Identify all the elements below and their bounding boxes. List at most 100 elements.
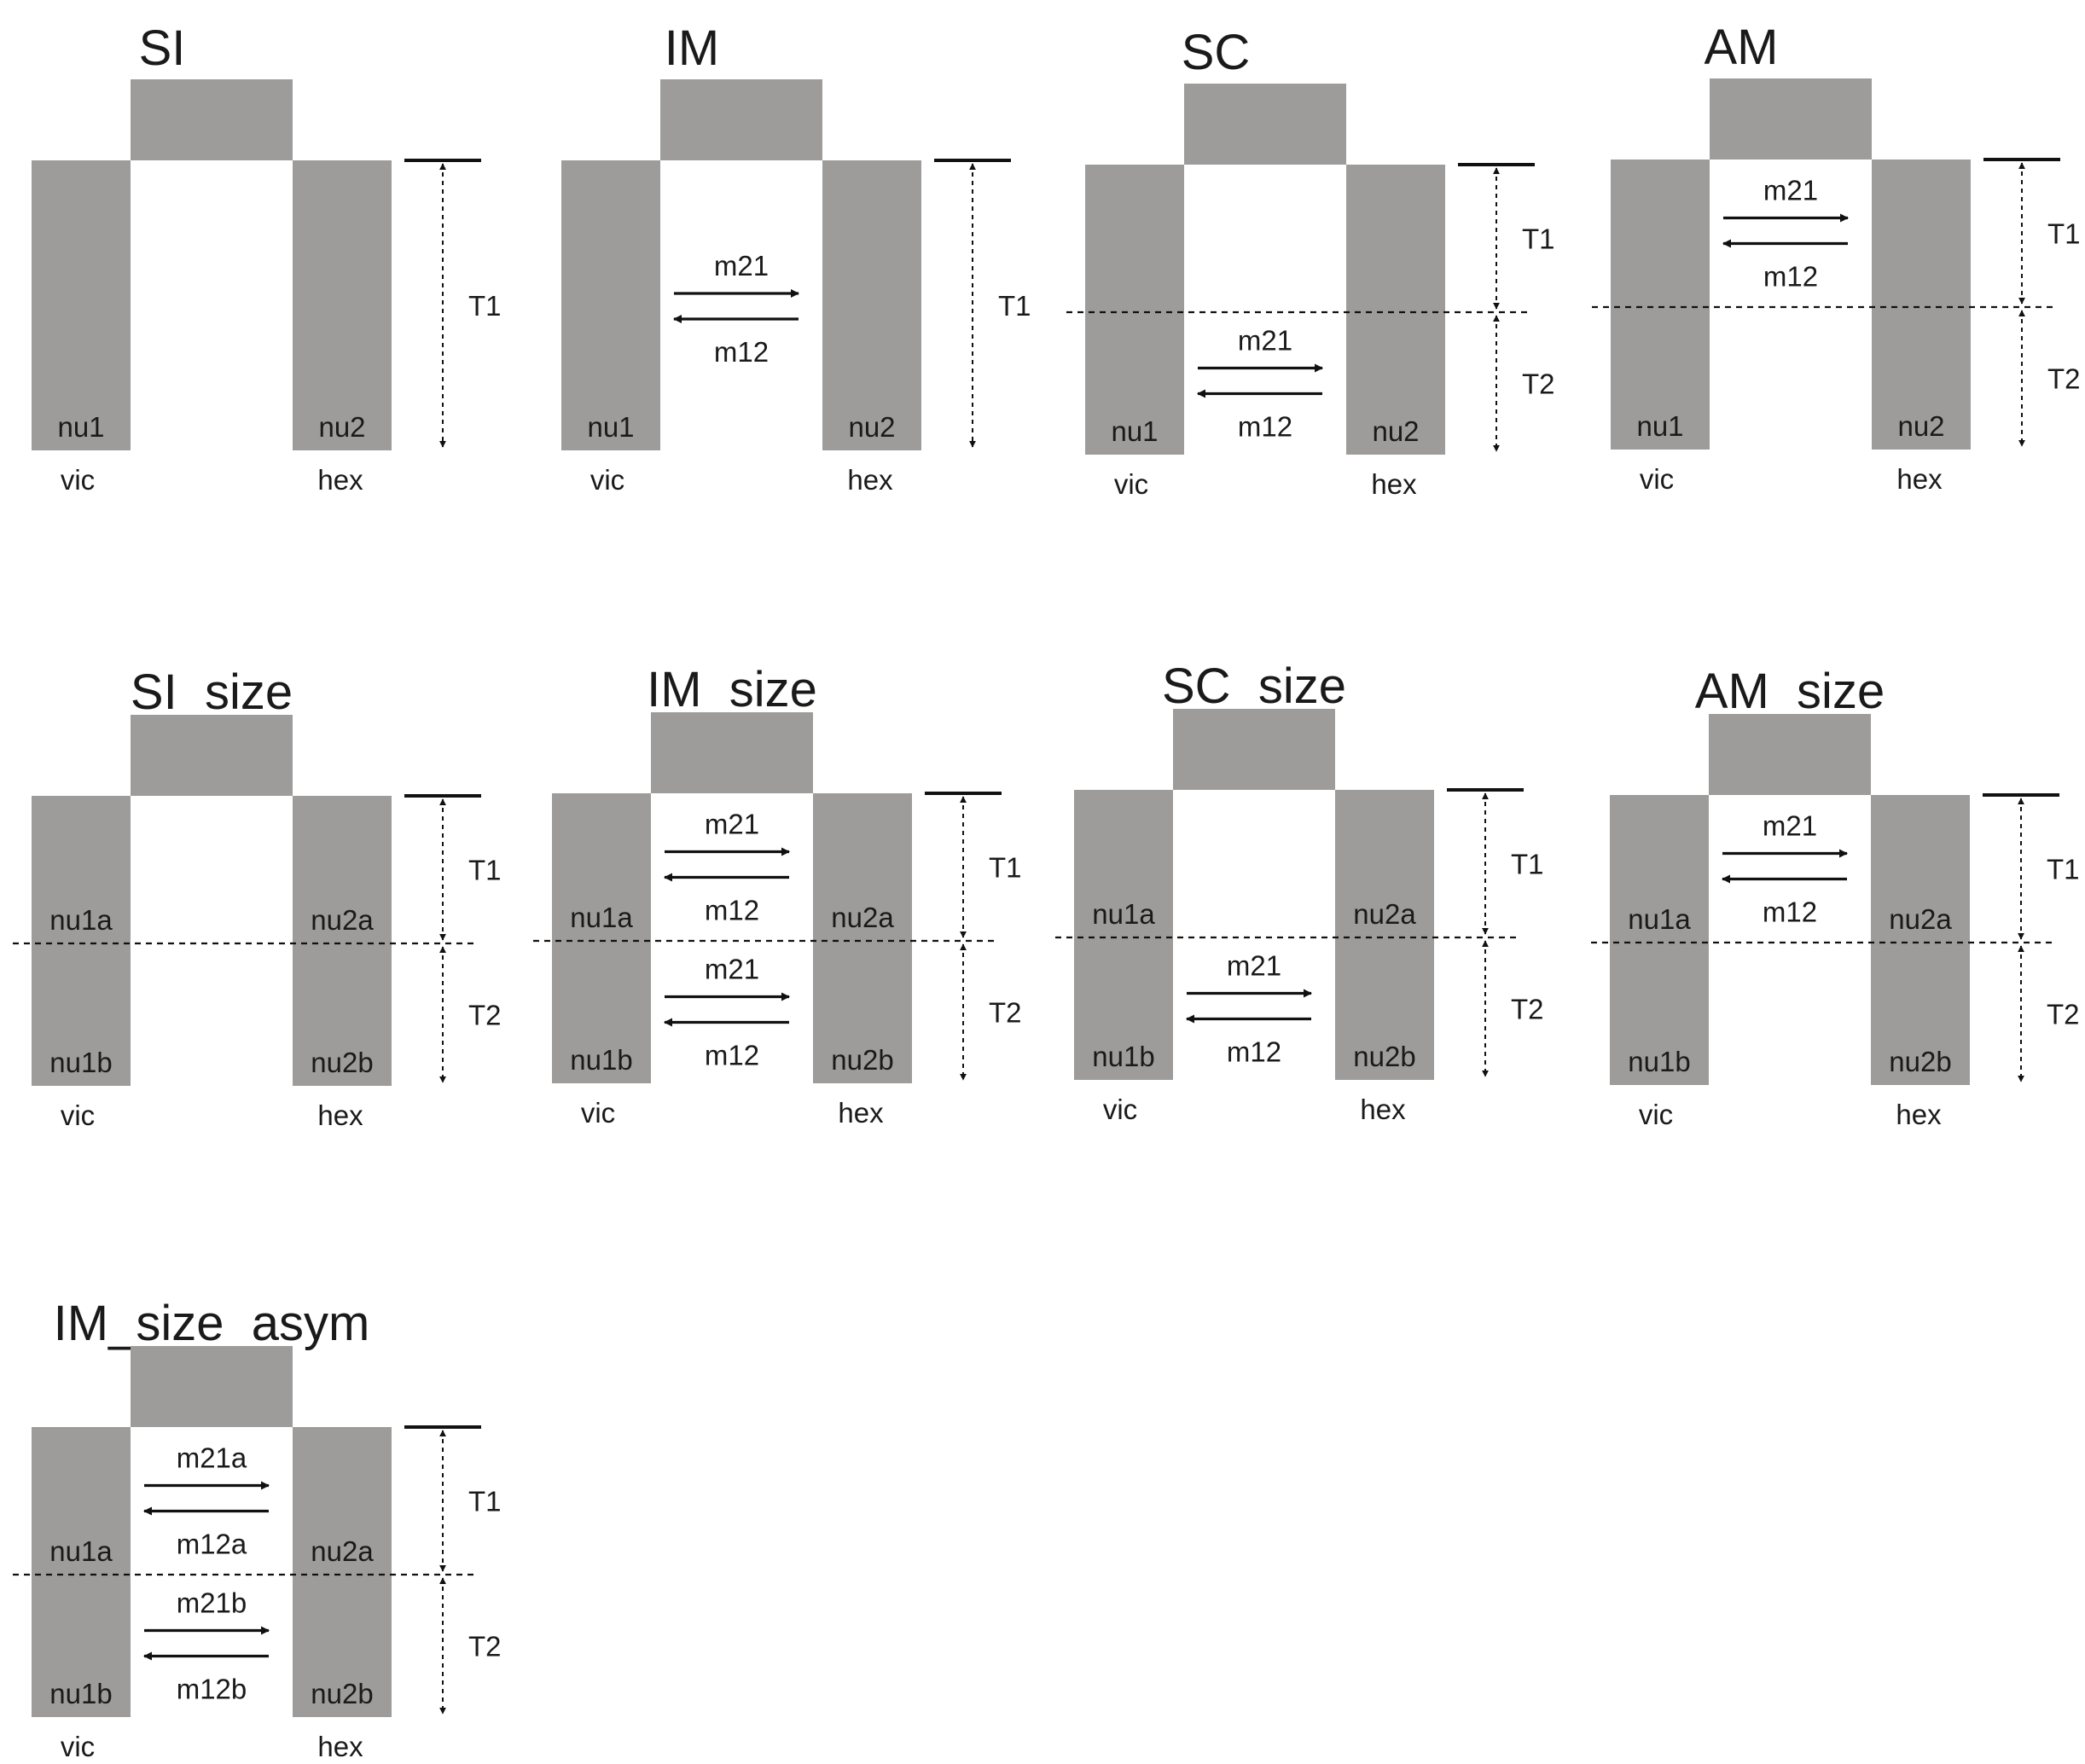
left-population-name: vic: [581, 1097, 615, 1129]
right-population-column: [1871, 795, 1970, 1085]
migration-backward-label: m12: [714, 336, 769, 368]
model-title: SC_size: [1162, 659, 1346, 714]
ancestral-population-block: [131, 1346, 293, 1427]
left-population-column: [552, 793, 651, 1083]
right-population-name: hex: [1371, 468, 1417, 500]
right-population-column: [293, 1427, 392, 1717]
right-size-label: nu2: [848, 411, 895, 443]
model-panel-am-size: AM_size T1 nu1a nu2a m21 m12 T2 nu1b nu2b vic hex: [1591, 664, 2080, 1130]
migration-forward-label: m21: [1763, 175, 1818, 206]
left-population-column: [1610, 795, 1709, 1085]
left-size-label: nu1b: [570, 1044, 632, 1076]
migration-backward-label: m12: [705, 895, 759, 926]
model-title: AM_size: [1695, 664, 1885, 719]
right-population-column: [813, 793, 912, 1083]
right-size-label: nu2a: [831, 902, 894, 933]
left-size-label: nu1: [587, 411, 634, 443]
right-population-name: hex: [317, 1731, 363, 1760]
left-size-label: nu1: [1636, 410, 1683, 442]
epoch-time-label: T1: [2047, 218, 2081, 250]
model-title: IM_size: [647, 662, 817, 717]
epoch-time-label: T1: [1511, 849, 1544, 880]
right-population-name: hex: [317, 1100, 363, 1131]
migration-forward-label: m21: [714, 250, 769, 281]
epoch-time-label: T2: [2047, 999, 2080, 1030]
migration-forward-label: m21: [1227, 950, 1281, 982]
epoch-time-label: T2: [1511, 994, 1544, 1025]
epoch-time-label: T1: [468, 290, 502, 322]
right-size-label: nu2: [1372, 415, 1419, 447]
left-population-column: [561, 160, 660, 450]
ancestral-population-block: [1709, 714, 1871, 795]
left-population-column: [32, 1427, 131, 1717]
migration-backward-label: m12: [1763, 897, 1817, 928]
left-population-column: [1085, 165, 1184, 455]
right-size-label: nu2a: [311, 904, 374, 936]
right-size-label: nu2: [1897, 410, 1944, 442]
migration-backward-label: m12: [1227, 1036, 1281, 1068]
left-size-label: nu1b: [49, 1047, 112, 1078]
model-panel-im-size: IM_size T1 nu1a nu2a m21 m12 T2 nu1b nu2b m21 m12 v…: [533, 662, 1022, 1129]
left-size-label: nu1b: [1092, 1041, 1154, 1072]
migration-backward-label: m12a: [177, 1529, 247, 1560]
left-population-name: vic: [1639, 1099, 1673, 1130]
right-population-column: [1872, 160, 1971, 450]
ancestral-population-block: [1184, 84, 1346, 165]
right-population-column: [1335, 790, 1434, 1080]
right-population-column: [293, 160, 392, 450]
migration-forward-label: m21b: [177, 1587, 247, 1619]
left-population-column: [1611, 160, 1710, 450]
left-population-name: vic: [1640, 463, 1674, 495]
right-population-name: hex: [317, 464, 363, 496]
model-title: IM: [665, 20, 719, 76]
ancestral-population-block: [131, 715, 293, 796]
epoch-time-label: T2: [468, 1000, 502, 1031]
right-population-name: hex: [847, 464, 893, 496]
migration-backward-label: m12: [1238, 411, 1292, 443]
right-size-label: nu2b: [1353, 1041, 1415, 1072]
left-size-label: nu1: [1111, 415, 1158, 447]
right-size-label: nu2b: [311, 1678, 373, 1709]
model-title: SI: [139, 20, 186, 76]
epoch-time-label: T1: [989, 852, 1022, 884]
migration-backward-label: m12b: [177, 1674, 247, 1705]
model-panel-im: IM T1 nu1 nu2 m21 m12 vic hex: [561, 20, 1031, 496]
left-population-name: vic: [1103, 1094, 1137, 1125]
left-population-name: vic: [1114, 468, 1148, 500]
right-size-label: nu2a: [1889, 903, 1952, 935]
right-size-label: nu2b: [1889, 1046, 1951, 1077]
epoch-time-label: T1: [1522, 223, 1555, 255]
epoch-time-label: T2: [989, 997, 1022, 1029]
ancestral-population-block: [1710, 78, 1872, 160]
model-panel-im-size-asym: IM_size_asym T1 nu1a nu2a m21a m12a T2 nu1b nu2b…: [13, 1296, 502, 1762]
epoch-time-label: T1: [998, 290, 1031, 322]
ancestral-population-block: [131, 79, 293, 160]
right-population-column: [822, 160, 921, 450]
left-population-column: [32, 796, 131, 1086]
left-population-name: vic: [61, 1731, 95, 1760]
left-size-label: nu1: [57, 411, 104, 443]
model-panel-sc: SC T1 T2 nu1 nu2 m21 m12 vic hex: [1066, 25, 1555, 500]
left-size-label: nu1a: [1092, 898, 1155, 930]
right-population-column: [293, 796, 392, 1086]
left-size-label: nu1a: [49, 904, 113, 936]
right-size-label: nu2a: [311, 1535, 374, 1567]
model-title: SC: [1182, 25, 1251, 80]
migration-forward-label: m21: [705, 809, 759, 840]
left-population-name: vic: [590, 464, 624, 496]
left-size-label: nu1b: [1628, 1046, 1690, 1077]
model-title: IM_size_asym: [54, 1296, 370, 1351]
right-size-label: nu2b: [311, 1047, 373, 1078]
left-population-name: vic: [61, 1100, 95, 1131]
migration-backward-label: m12: [1763, 261, 1818, 293]
model-panel-sc-size: SC_size T1 nu1a nu2a T2 nu1b nu2b m21 m12 vic hex: [1055, 659, 1544, 1125]
left-population-column: [32, 160, 131, 450]
epoch-time-label: T1: [468, 855, 502, 886]
migration-backward-label: m12: [705, 1040, 759, 1071]
migration-forward-label: m21: [705, 954, 759, 985]
epoch-time-label: T1: [468, 1486, 502, 1517]
migration-forward-label: m21a: [177, 1442, 247, 1474]
left-size-label: nu1a: [570, 902, 633, 933]
